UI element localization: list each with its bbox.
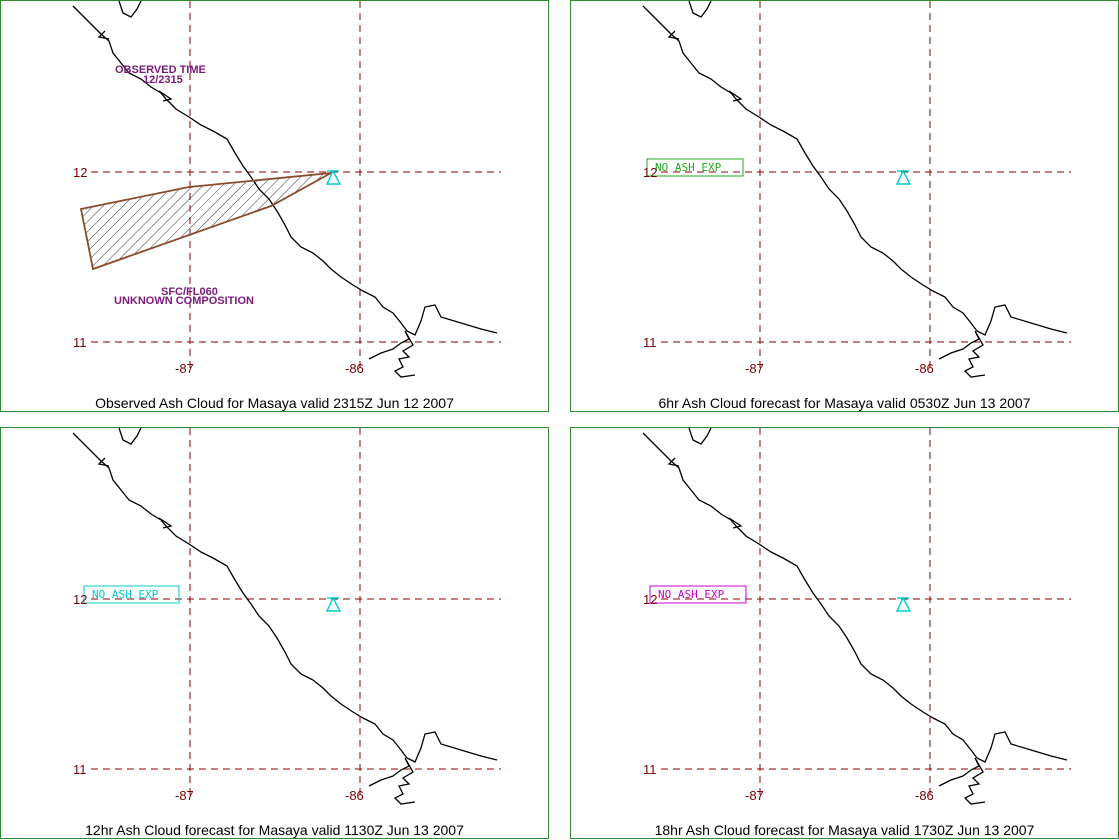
panel-caption: Observed Ash Cloud for Masaya valid 2315… xyxy=(95,395,454,411)
map-18hr: NO ASH EXP 12 11 -87 -86 xyxy=(642,428,1071,805)
grid-lines xyxy=(91,428,501,800)
map-6hr: NO ASH EXP 12 11 -87 -86 xyxy=(642,1,1071,378)
map-observed: 12 11 -87 -86 OBSERVED TIME 12/2315 SFC/… xyxy=(72,1,501,378)
panel-caption: 6hr Ash Cloud forecast for Masaya valid … xyxy=(658,395,1031,411)
composition-label: UNKNOWN COMPOSITION xyxy=(114,295,254,307)
lon-label-87: -87 xyxy=(745,361,764,376)
lon-label-86: -86 xyxy=(345,361,364,376)
lat-label-12: 12 xyxy=(643,165,657,180)
lat-label-11: 11 xyxy=(643,335,657,350)
panel-caption: 18hr Ash Cloud forecast for Masaya valid… xyxy=(654,822,1035,838)
panel-18hr: NO ASH EXP 12 11 -87 -86 18hr Ash Cloud … xyxy=(570,427,1119,839)
grid-lines xyxy=(661,428,1071,800)
lon-label-87: -87 xyxy=(745,788,764,803)
level-label: SFC/FL060 xyxy=(161,286,218,298)
lat-label-11: 11 xyxy=(73,335,87,350)
volcano-triangle-icon xyxy=(325,169,342,185)
lat-label-12: 12 xyxy=(73,165,87,180)
coastline xyxy=(642,1,1068,378)
lon-label-87: -87 xyxy=(175,788,194,803)
coastline xyxy=(72,428,498,805)
lon-label-86: -86 xyxy=(915,361,934,376)
ash-cloud-polygon xyxy=(79,172,332,271)
no-ash-text: NO ASH EXP xyxy=(655,161,722,174)
no-ash-box xyxy=(646,158,744,177)
lat-label-11: 11 xyxy=(643,762,657,777)
no-ash-text: NO ASH EXP xyxy=(92,588,159,601)
panel-12hr: NO ASH EXP 12 11 -87 -86 12hr Ash Cloud … xyxy=(0,427,549,839)
coastline xyxy=(72,1,498,378)
volcano-triangle-icon xyxy=(895,596,912,612)
volcano-triangle-icon xyxy=(895,169,912,185)
no-ash-box xyxy=(649,585,747,604)
no-ash-box xyxy=(83,585,180,604)
map-12hr: NO ASH EXP 12 11 -87 -86 xyxy=(72,428,501,805)
grid-lines xyxy=(661,1,1071,373)
lon-label-86: -86 xyxy=(915,788,934,803)
no-ash-text: NO ASH EXP xyxy=(658,588,725,601)
panel-observed: 12 11 -87 -86 OBSERVED TIME 12/2315 SFC/… xyxy=(0,0,549,412)
lon-label-86: -86 xyxy=(345,788,364,803)
lat-label-11: 11 xyxy=(73,762,87,777)
observed-time-label: OBSERVED TIME xyxy=(115,64,206,76)
panel-caption: 12hr Ash Cloud forecast for Masaya valid… xyxy=(85,822,464,838)
lat-label-12: 12 xyxy=(73,592,87,607)
panel-6hr: NO ASH EXP 12 11 -87 -86 6hr Ash Cloud f… xyxy=(570,0,1119,412)
observed-time-value: 12/2315 xyxy=(143,74,183,86)
lon-label-87: -87 xyxy=(175,361,194,376)
coastline xyxy=(642,428,1068,805)
lat-label-12: 12 xyxy=(643,592,657,607)
volcano-triangle-icon xyxy=(325,596,342,612)
